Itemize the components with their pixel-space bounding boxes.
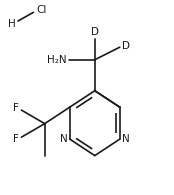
Text: F: F (13, 134, 19, 144)
Text: H: H (9, 19, 16, 29)
Text: H₂N: H₂N (47, 55, 67, 65)
Text: N: N (121, 134, 129, 144)
Text: N: N (60, 134, 68, 144)
Text: D: D (121, 41, 129, 51)
Text: F: F (13, 103, 19, 113)
Text: D: D (91, 27, 99, 37)
Text: Cl: Cl (36, 5, 46, 15)
